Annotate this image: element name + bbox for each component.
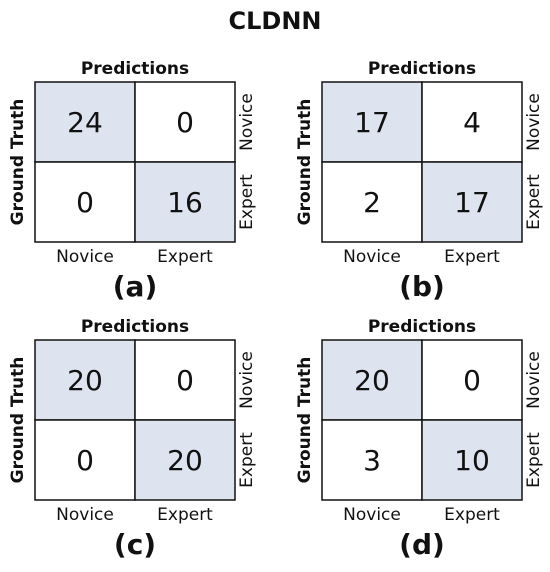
- cell-value: 0: [463, 364, 481, 397]
- column-label: Expert: [444, 505, 500, 525]
- cell-value: 3: [363, 444, 381, 477]
- column-label: Novice: [343, 247, 401, 267]
- cell-value: 0: [76, 444, 94, 477]
- cell-value: 10: [454, 444, 490, 477]
- cell-value: 16: [167, 186, 203, 219]
- row-label: Expert: [237, 174, 257, 230]
- cell-value: 17: [454, 186, 490, 219]
- y-axis-label: Ground Truth: [8, 99, 28, 226]
- cell-value: 24: [67, 106, 103, 139]
- row-label: Expert: [237, 432, 257, 488]
- cell-value: 20: [354, 364, 390, 397]
- matrix-cell: [34, 161, 136, 243]
- row-label: Expert: [524, 174, 544, 230]
- matrix-cell: [421, 419, 523, 501]
- column-label: Expert: [157, 505, 213, 525]
- matrix-cell: [134, 419, 236, 501]
- y-axis-label: Ground Truth: [8, 357, 28, 484]
- panel-caption: (c): [114, 528, 156, 561]
- matrix-cell: [321, 161, 423, 243]
- row-label: Expert: [524, 432, 544, 488]
- cell-value: 20: [167, 444, 203, 477]
- x-axis-label: Predictions: [368, 317, 476, 337]
- figure-title: CLDNN: [229, 7, 322, 35]
- matrix-cell: [34, 81, 136, 163]
- x-axis-label: Predictions: [368, 59, 476, 79]
- cell-value: 0: [76, 186, 94, 219]
- y-axis-label: Ground Truth: [295, 357, 315, 484]
- column-label: Novice: [343, 505, 401, 525]
- y-axis-label: Ground Truth: [295, 99, 315, 226]
- row-label: Novice: [237, 351, 257, 409]
- matrix-cell: [134, 339, 236, 421]
- matrix-cell: [421, 339, 523, 421]
- matrix-cell: [134, 161, 236, 243]
- x-axis-label: Predictions: [81, 59, 189, 79]
- row-label: Novice: [237, 93, 257, 151]
- cell-value: 4: [463, 106, 481, 139]
- matrix-cell: [421, 161, 523, 243]
- cell-value: 2: [363, 186, 381, 219]
- column-label: Novice: [56, 247, 114, 267]
- cell-value: 0: [176, 364, 194, 397]
- x-axis-label: Predictions: [81, 317, 189, 337]
- column-label: Expert: [444, 247, 500, 267]
- row-label: Novice: [524, 93, 544, 151]
- cell-value: 0: [176, 106, 194, 139]
- panel-caption: (d): [399, 528, 445, 561]
- panel-caption: (b): [399, 270, 445, 303]
- row-label: Novice: [524, 351, 544, 409]
- column-label: Novice: [56, 505, 114, 525]
- matrix-cell: [134, 81, 236, 163]
- panel-caption: (a): [113, 270, 158, 303]
- matrix-cell: [421, 81, 523, 163]
- cell-value: 20: [67, 364, 103, 397]
- cell-value: 17: [354, 106, 390, 139]
- column-label: Expert: [157, 247, 213, 267]
